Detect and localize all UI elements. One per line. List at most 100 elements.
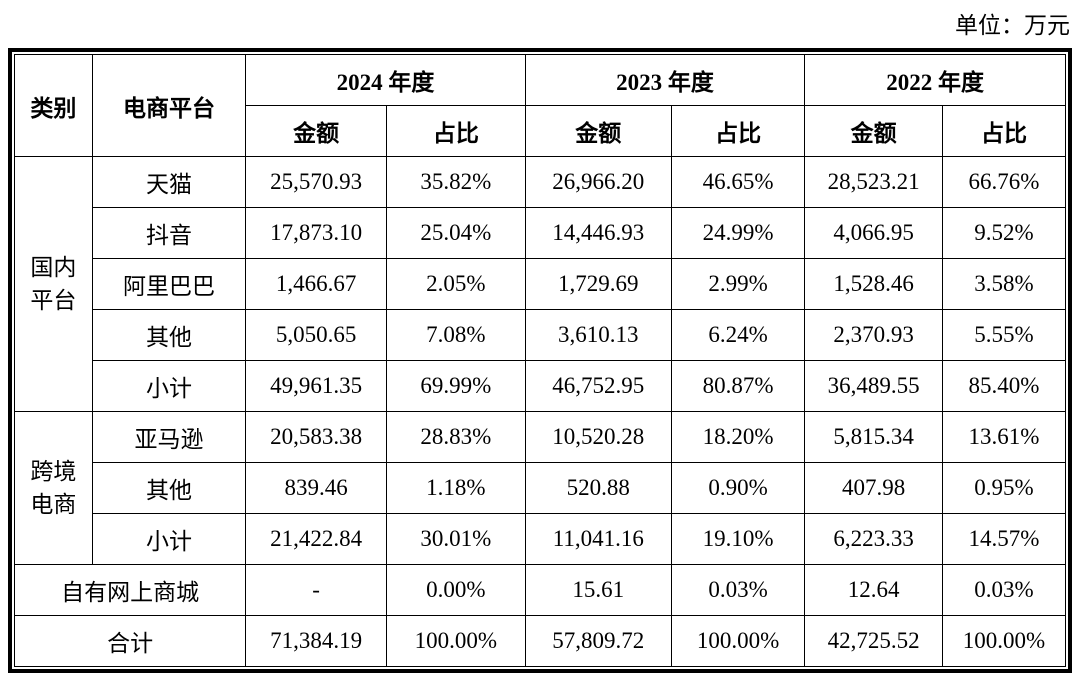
amount-cell: 12.64	[804, 564, 943, 616]
ratio-cell: 69.99%	[386, 360, 526, 412]
ratio-cell: 80.87%	[670, 360, 806, 412]
amount-cell: 21,422.84	[245, 513, 388, 565]
header-platform: 电商平台	[91, 54, 247, 157]
own-mall-row: 自有网上商城 - 0.00% 15.61 0.03% 12.64 0.03%	[13, 564, 1067, 616]
subtotal-row: 小计 21,422.84 30.01% 11,041.16 19.10% 6,2…	[15, 513, 1067, 565]
category-cell: 跨境电商	[14, 411, 93, 565]
sales-by-platform-table: 类别 电商平台 2024 年度 2023 年度 2022 年度 金额 占比 金额…	[8, 48, 1072, 673]
table-row: 抖音 17,873.10 25.04% 14,446.93 24.99% 4,0…	[15, 207, 1067, 259]
amount-cell: 25,570.93	[245, 156, 388, 208]
header-year-2023: 2023 年度	[524, 54, 806, 106]
subheader-ratio-2022: 占比	[941, 105, 1067, 157]
amount-cell: 4,066.95	[804, 207, 943, 259]
row-label-cell: 合计	[13, 615, 247, 667]
subtotal-row: 小计 49,961.35 69.99% 46,752.95 80.87% 36,…	[15, 360, 1067, 412]
table-row: 阿里巴巴 1,466.67 2.05% 1,729.69 2.99% 1,528…	[15, 258, 1067, 310]
amount-cell: -	[245, 564, 388, 616]
platform-cell: 小计	[91, 513, 247, 565]
platform-cell: 抖音	[91, 207, 247, 259]
total-row: 合计 71,384.19 100.00% 57,809.72 100.00% 4…	[13, 615, 1067, 667]
ratio-cell: 18.20%	[670, 411, 806, 463]
header-row-years: 类别 电商平台 2024 年度 2023 年度 2022 年度	[14, 54, 1066, 157]
subheader-ratio-2024: 占比	[386, 105, 526, 157]
platform-cell: 小计	[91, 360, 247, 412]
ratio-cell: 100.00%	[386, 615, 526, 667]
ratio-cell: 24.99%	[670, 207, 806, 259]
ratio-cell: 7.08%	[386, 309, 526, 361]
amount-cell: 49,961.35	[245, 360, 388, 412]
amount-cell: 14,446.93	[524, 207, 672, 259]
category-cell: 国内平台	[14, 156, 93, 412]
amount-cell: 1,729.69	[524, 258, 672, 310]
amount-cell: 1,528.46	[804, 258, 943, 310]
amount-cell: 10,520.28	[524, 411, 672, 463]
amount-cell: 26,966.20	[524, 156, 672, 208]
platform-cell: 天猫	[91, 156, 247, 208]
ratio-cell: 0.03%	[941, 564, 1067, 616]
ratio-cell: 9.52%	[941, 207, 1067, 259]
amount-cell: 520.88	[524, 462, 672, 514]
header-year-2024: 2024 年度	[245, 54, 526, 106]
ratio-cell: 85.40%	[941, 360, 1067, 412]
amount-cell: 46,752.95	[524, 360, 672, 412]
ratio-cell: 25.04%	[386, 207, 526, 259]
ratio-cell: 2.05%	[386, 258, 526, 310]
platform-cell: 其他	[91, 309, 247, 361]
table-row: 跨境电商 亚马逊 20,583.38 28.83% 10,520.28 18.2…	[14, 411, 1067, 565]
report-table: 类别 电商平台 2024 年度 2023 年度 2022 年度 金额 占比 金额…	[13, 54, 1067, 667]
ratio-cell: 28.83%	[386, 411, 526, 463]
table-row: 国内平台 天猫 25,570.93 35.82% 26,966.20 46.65…	[14, 156, 1067, 412]
ratio-cell: 3.58%	[941, 258, 1067, 310]
row-label-cell: 自有网上商城	[13, 564, 247, 616]
ratio-cell: 1.18%	[386, 462, 526, 514]
subheader-ratio-2023: 占比	[670, 105, 806, 157]
amount-cell: 5,050.65	[245, 309, 388, 361]
ratio-cell: 2.99%	[670, 258, 806, 310]
amount-cell: 407.98	[804, 462, 943, 514]
amount-cell: 6,223.33	[804, 513, 943, 565]
table-row: 其他 839.46 1.18% 520.88 0.90% 407.98 0.95…	[15, 462, 1067, 514]
ratio-cell: 46.65%	[670, 156, 806, 208]
platform-cell: 其他	[91, 462, 247, 514]
amount-cell: 839.46	[245, 462, 388, 514]
ratio-cell: 19.10%	[670, 513, 806, 565]
platform-cell: 亚马逊	[91, 411, 247, 463]
ratio-cell: 5.55%	[941, 309, 1067, 361]
amount-cell: 3,610.13	[524, 309, 672, 361]
ratio-cell: 0.90%	[670, 462, 806, 514]
amount-cell: 11,041.16	[524, 513, 672, 565]
category-label: 跨境电商	[30, 458, 77, 517]
amount-cell: 20,583.38	[245, 411, 388, 463]
amount-cell: 17,873.10	[245, 207, 388, 259]
amount-cell: 2,370.93	[804, 309, 943, 361]
ratio-cell: 100.00%	[941, 615, 1067, 667]
amount-cell: 36,489.55	[804, 360, 943, 412]
subheader-amount-2023: 金额	[524, 105, 672, 157]
unit-label: 单位：万元	[955, 13, 1070, 38]
header-category: 类别	[14, 54, 93, 157]
amount-cell: 57,809.72	[524, 615, 672, 667]
amount-cell: 5,815.34	[804, 411, 943, 463]
amount-cell: 28,523.21	[804, 156, 943, 208]
ratio-cell: 6.24%	[670, 309, 806, 361]
subheader-amount-2022: 金额	[804, 105, 943, 157]
ratio-cell: 0.95%	[941, 462, 1067, 514]
header-year-2022: 2022 年度	[804, 54, 1066, 106]
ratio-cell: 14.57%	[941, 513, 1067, 565]
ratio-cell: 30.01%	[386, 513, 526, 565]
ratio-cell: 35.82%	[386, 156, 526, 208]
amount-cell: 42,725.52	[804, 615, 943, 667]
amount-cell: 15.61	[524, 564, 672, 616]
amount-cell: 71,384.19	[245, 615, 388, 667]
subheader-amount-2024: 金额	[245, 105, 388, 157]
amount-cell: 1,466.67	[245, 258, 388, 310]
platform-cell: 阿里巴巴	[91, 258, 247, 310]
category-label: 国内平台	[30, 254, 77, 313]
ratio-cell: 66.76%	[941, 156, 1067, 208]
table-row: 其他 5,050.65 7.08% 3,610.13 6.24% 2,370.9…	[15, 309, 1067, 361]
ratio-cell: 0.03%	[670, 564, 806, 616]
ratio-cell: 13.61%	[941, 411, 1067, 463]
ratio-cell: 0.00%	[386, 564, 526, 616]
ratio-cell: 100.00%	[670, 615, 806, 667]
